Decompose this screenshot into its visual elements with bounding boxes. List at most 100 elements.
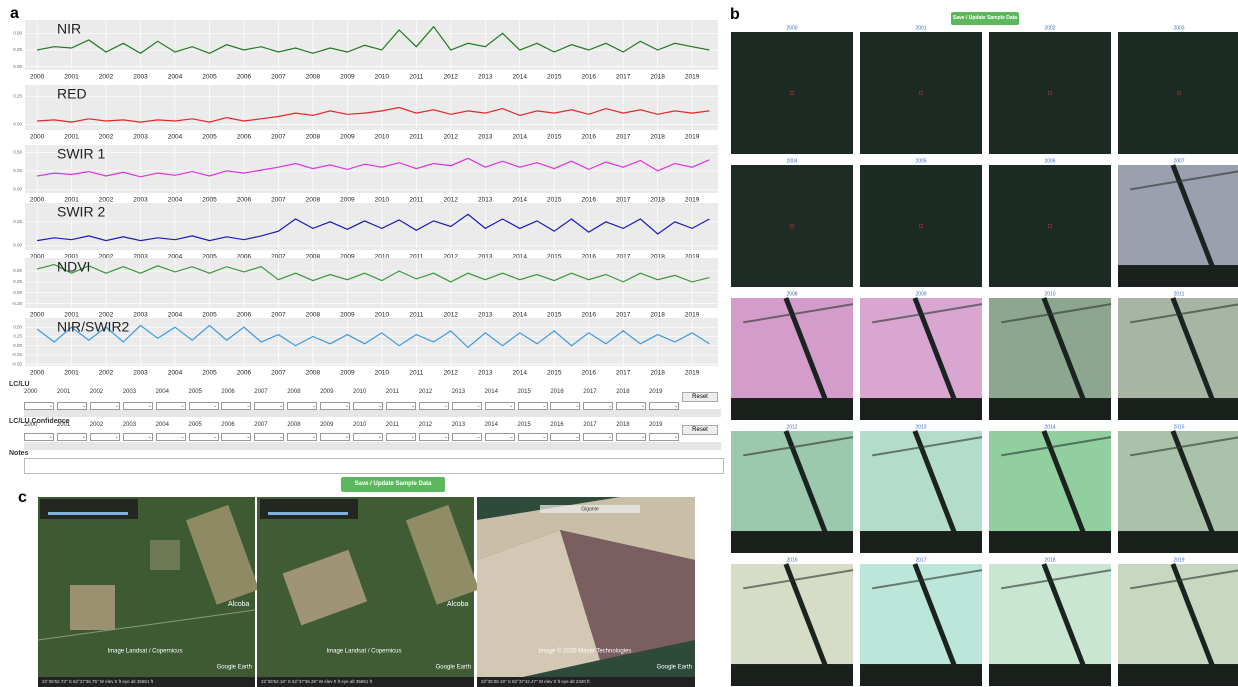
year-select[interactable]: ⌄ xyxy=(452,433,482,441)
year-select[interactable]: ⌄ xyxy=(254,433,284,441)
year-select[interactable]: ⌄ xyxy=(419,402,449,410)
year-select[interactable]: ⌄ xyxy=(320,433,350,441)
x-tick-label: 2006 xyxy=(237,312,252,319)
notes-textarea[interactable] xyxy=(24,458,724,474)
year-select[interactable]: ⌄ xyxy=(550,433,580,441)
brand: Google Earth xyxy=(657,665,692,671)
x-tick-label: 2004 xyxy=(168,312,183,319)
x-tick-label: 2003 xyxy=(133,197,148,204)
year-label: 2006 xyxy=(221,389,234,395)
save-button[interactable]: Save / Update Sample Data xyxy=(341,477,445,492)
x-tick-label: 2009 xyxy=(340,370,355,377)
x-tick-label: 2000 xyxy=(30,197,45,204)
y-tick-label: 0.00 xyxy=(13,186,22,191)
year-select[interactable]: ⌄ xyxy=(452,402,482,410)
place-label: Alcoba xyxy=(228,601,250,608)
year-label: 2012 xyxy=(419,422,432,428)
page: a b c Alcoba Image Landsat / Copernicus … xyxy=(0,0,1238,687)
thumbnail-image xyxy=(860,32,982,154)
year-select[interactable]: ⌄ xyxy=(485,433,515,441)
x-tick-label: 2006 xyxy=(237,197,252,204)
year-select[interactable]: ⌄ xyxy=(156,433,186,441)
year-select[interactable]: ⌄ xyxy=(221,433,251,441)
year-select[interactable]: ⌄ xyxy=(518,402,548,410)
chart-title: NIR/SWIR2 xyxy=(57,319,130,335)
y-tick-label: -0.25 xyxy=(12,301,23,306)
x-tick-label: 2000 xyxy=(30,312,45,319)
year-select[interactable]: ⌄ xyxy=(189,402,219,410)
year-select[interactable]: ⌄ xyxy=(616,402,646,410)
year-select[interactable]: ⌄ xyxy=(550,402,580,410)
forest-band xyxy=(860,398,982,420)
thumbnail-year: 2006 xyxy=(1044,158,1055,164)
year-select[interactable]: ⌄ xyxy=(254,402,284,410)
y-tick-label: 0.25 xyxy=(13,334,22,339)
year-label: 2011 xyxy=(386,389,399,395)
y-tick-label: 0.00 xyxy=(13,64,22,69)
year-label: 2005 xyxy=(189,422,202,428)
year-select[interactable]: ⌄ xyxy=(57,433,87,441)
x-tick-label: 2007 xyxy=(271,74,286,81)
panel-label: a xyxy=(10,5,19,22)
year-select[interactable]: ⌄ xyxy=(353,433,383,441)
year-select[interactable]: ⌄ xyxy=(156,402,186,410)
y-tick-label: -0.50 xyxy=(12,361,23,366)
year-label: 2001 xyxy=(57,422,70,428)
x-tick-label: 2018 xyxy=(650,197,665,204)
place-label: Gigante xyxy=(581,506,599,512)
year-select[interactable]: ⌄ xyxy=(189,433,219,441)
reset-button[interactable]: Reset xyxy=(682,392,718,402)
year-select[interactable]: ⌄ xyxy=(57,402,87,410)
form-label: LC/LU xyxy=(9,381,30,388)
plot-background xyxy=(25,20,718,70)
x-tick-label: 2010 xyxy=(375,312,390,319)
x-tick-label: 2015 xyxy=(547,197,562,204)
x-tick-label: 2017 xyxy=(616,134,631,141)
year-select[interactable]: ⌄ xyxy=(518,433,548,441)
year-select[interactable]: ⌄ xyxy=(583,402,613,410)
year-select[interactable]: ⌄ xyxy=(353,402,383,410)
chart-title: NIR xyxy=(57,21,81,37)
year-select[interactable]: ⌄ xyxy=(90,433,120,441)
x-tick-label: 2018 xyxy=(650,74,665,81)
x-tick-label: 2007 xyxy=(271,197,286,204)
year-select[interactable]: ⌄ xyxy=(485,402,515,410)
x-tick-label: 2002 xyxy=(99,134,114,141)
x-tick-label: 2005 xyxy=(202,197,217,204)
year-label: 2013 xyxy=(452,389,465,395)
year-select[interactable]: ⌄ xyxy=(287,402,317,410)
x-tick-label: 2015 xyxy=(547,134,562,141)
chart-title: SWIR 2 xyxy=(57,204,105,220)
year-select[interactable]: ⌄ xyxy=(287,433,317,441)
x-tick-label: 2009 xyxy=(340,197,355,204)
thumbnail-year: 2002 xyxy=(1044,25,1055,31)
x-tick-label: 2001 xyxy=(64,74,79,81)
year-label: 2003 xyxy=(123,422,136,428)
x-tick-label: 2013 xyxy=(478,312,493,319)
year-select[interactable]: ⌄ xyxy=(123,433,153,441)
year-select[interactable]: ⌄ xyxy=(221,402,251,410)
x-tick-label: 2015 xyxy=(547,74,562,81)
figure: a b c Alcoba Image Landsat / Copernicus … xyxy=(0,0,1238,687)
thumbnail-year: 2015 xyxy=(1173,424,1184,430)
year-select[interactable]: ⌄ xyxy=(123,402,153,410)
year-select[interactable]: ⌄ xyxy=(386,433,416,441)
plot-background xyxy=(25,85,718,130)
year-select[interactable]: ⌄ xyxy=(24,402,54,410)
year-label: 2019 xyxy=(649,389,662,395)
panel-label: b xyxy=(730,6,740,23)
year-select[interactable]: ⌄ xyxy=(90,402,120,410)
year-select[interactable]: ⌄ xyxy=(320,402,350,410)
year-select[interactable]: ⌄ xyxy=(649,402,679,410)
year-select[interactable]: ⌄ xyxy=(583,433,613,441)
year-select[interactable]: ⌄ xyxy=(386,402,416,410)
reset-button[interactable]: Reset xyxy=(682,425,718,435)
year-select[interactable]: ⌄ xyxy=(616,433,646,441)
x-tick-label: 2012 xyxy=(444,74,459,81)
year-select[interactable]: ⌄ xyxy=(649,433,679,441)
thumbnail-year: 2000 xyxy=(786,25,797,31)
input-bar xyxy=(24,442,721,450)
year-select[interactable]: ⌄ xyxy=(419,433,449,441)
year-select[interactable]: ⌄ xyxy=(24,433,54,441)
save-button[interactable]: Save / Update Sample Data xyxy=(951,12,1019,25)
